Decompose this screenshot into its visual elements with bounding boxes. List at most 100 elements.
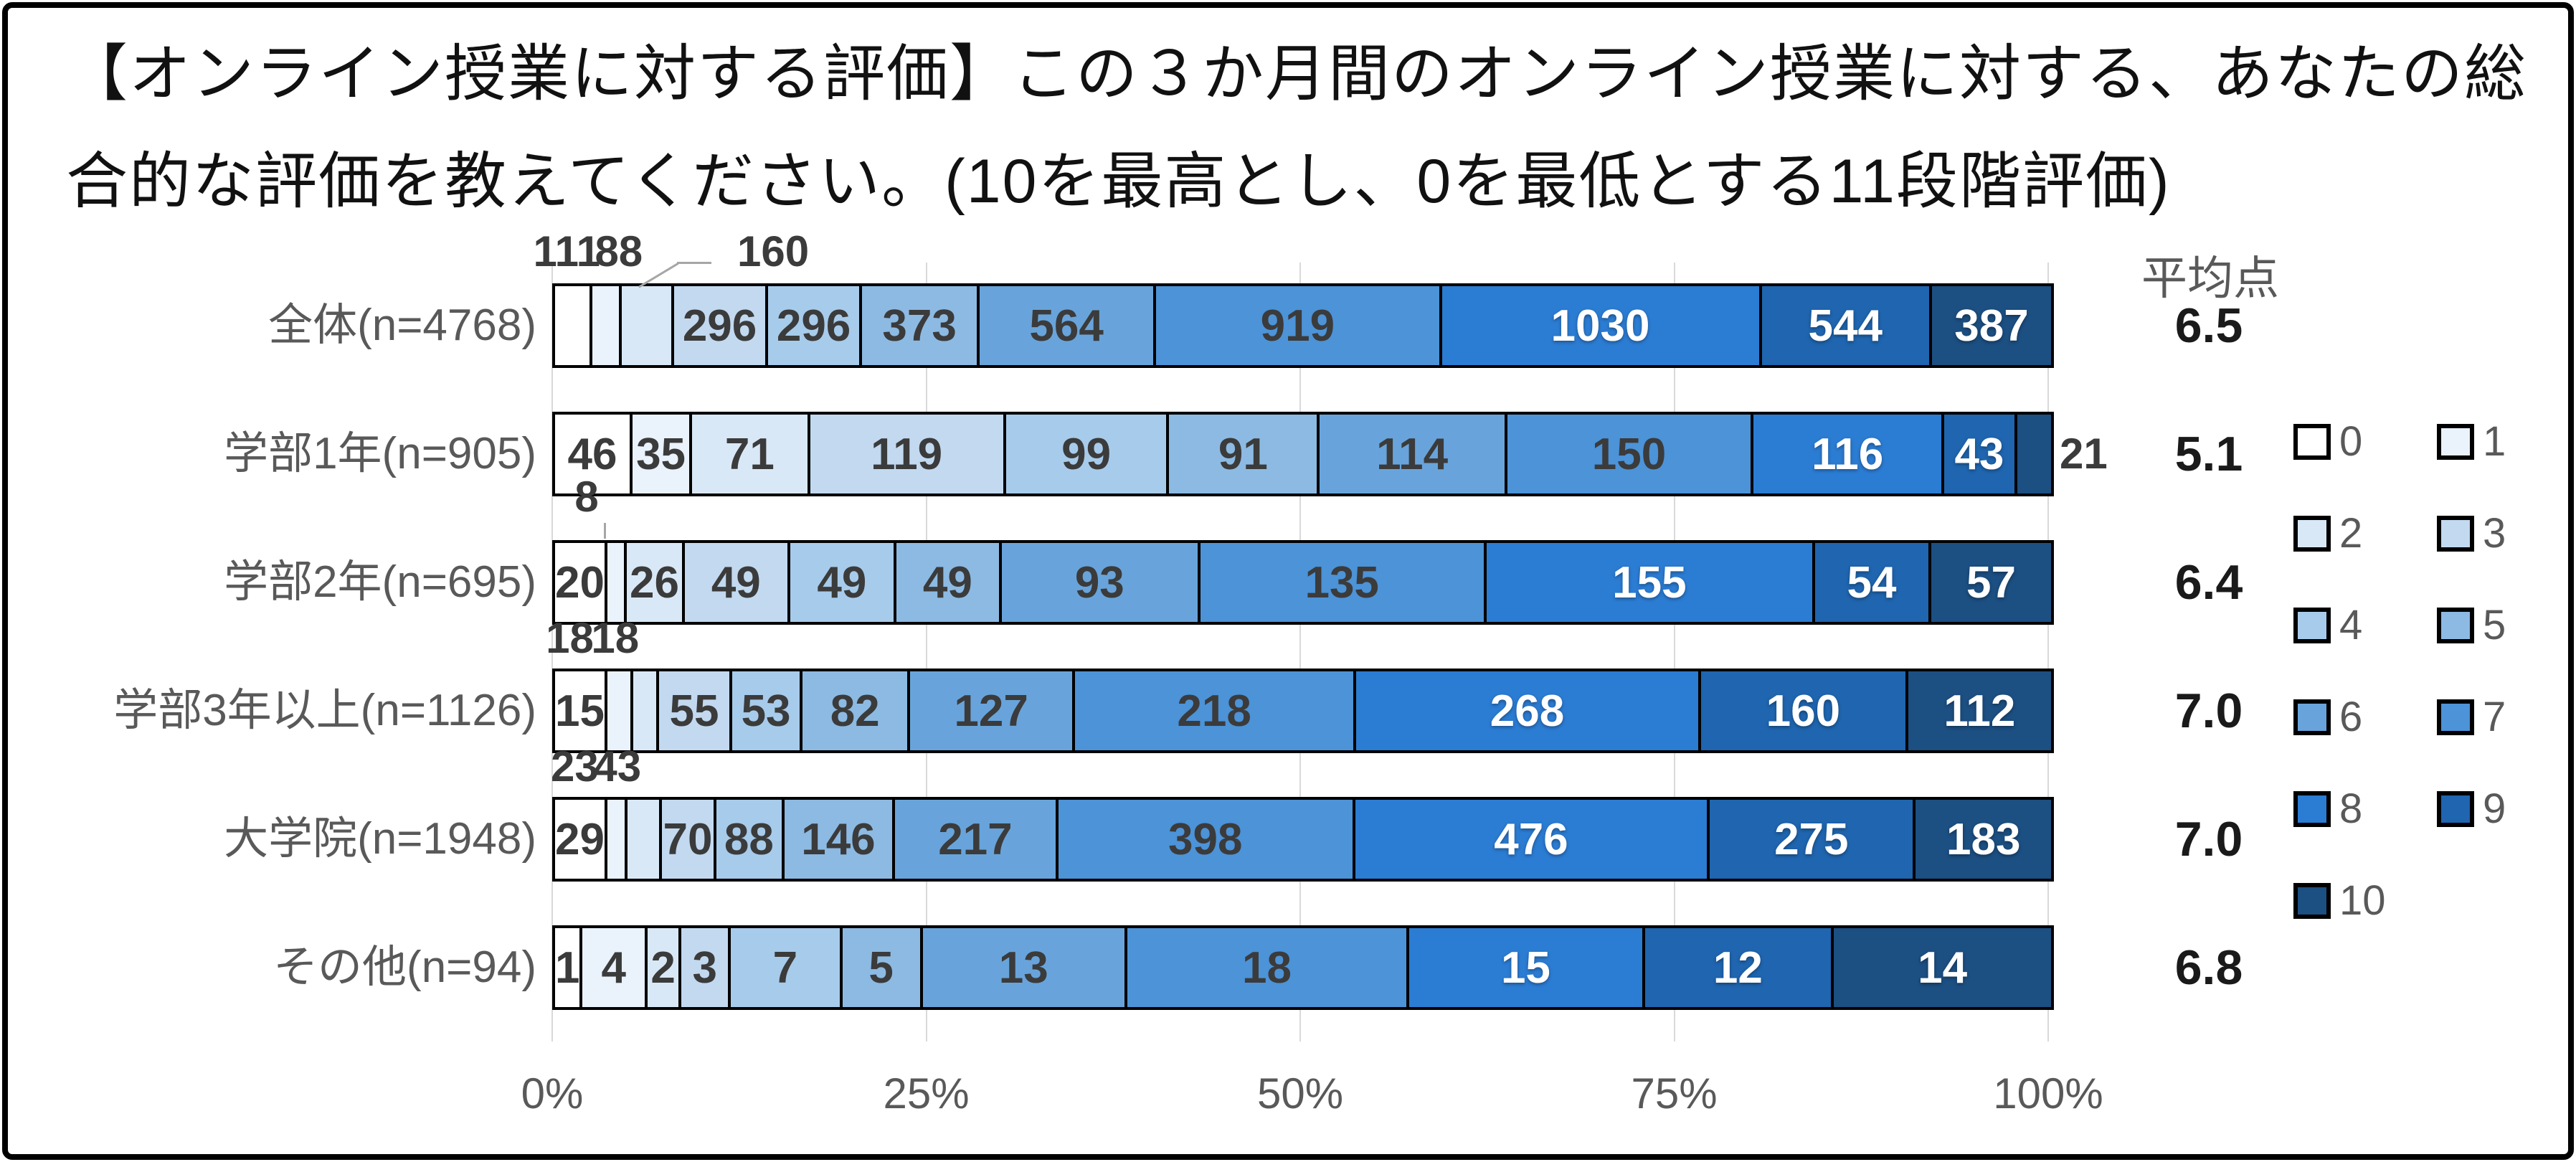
segment-label: 99 [1061,429,1112,479]
segment-label: 49 [922,557,972,608]
callout-label: 43 [593,742,642,790]
bar-row: 29 70 88 146 217 398 476 275 183 [552,797,2054,882]
bar-segment: 57 [1928,543,2051,622]
legend-item: 2 [2293,511,2437,557]
bar-segment: 135 [1197,543,1484,622]
bar-segment: 160 [1697,671,1905,750]
chart-title: 【オンライン授業に対する評価】この３か月間のオンライン授業に対する、あなたの総 … [66,20,2533,235]
segment-label: 20 [555,557,605,608]
bar-segment: 2 [645,928,679,1007]
bar-segment: 146 [781,800,893,879]
segment-label: 15 [555,686,605,736]
axis-tick-label: 50% [1256,1069,1344,1118]
segment-label: 296 [682,301,757,351]
bar-segment: 26 [624,543,682,622]
bar-segment: 88 [714,800,782,879]
bar-segment [630,671,657,750]
segment-label: 544 [1808,301,1883,351]
row-label: 学部3年以上(n=1126) [113,686,536,735]
segment-label: 91 [1218,429,1268,479]
bar-segment: 5 [839,928,920,1007]
grid-line [925,263,927,1041]
legend-swatch [2293,883,2331,919]
legend-label: 10 [2339,877,2386,924]
bar-segment: 112 [1905,671,2052,750]
bar-segment: 3 [678,928,729,1007]
segment-label: 82 [830,686,880,736]
segment-label: 15 [1500,943,1550,993]
legend-swatch [2437,608,2474,643]
bar-segment: 564 [977,286,1154,365]
segment-label: 296 [776,301,851,351]
row-label: その他(n=94) [273,943,536,992]
bar-segment: 119 [807,415,1003,493]
segment-label: 29 [555,814,605,864]
axis-tick-label: 0% [521,1069,584,1118]
average-column-header: 平均点 [2141,252,2279,304]
bar-segment [619,286,672,365]
segment-label: 88 [724,814,774,864]
legend-item: 5 [2437,603,2576,648]
grid-line [1673,263,1675,1041]
bar-segment: 71 [689,415,808,493]
segment-label: 2 [650,943,676,993]
bar-segment: 919 [1153,286,1439,365]
segment-label: 49 [711,557,761,608]
segment-label: 112 [1943,686,2016,736]
legend-swatch [2293,608,2331,643]
row-label: 全体(n=4768) [268,301,536,350]
grid-line [1299,263,1301,1041]
bar-segment: 183 [1913,800,2051,879]
segment-label: 218 [1177,686,1251,736]
bar-segment [2014,415,2051,493]
segment-label: 150 [1591,429,1667,479]
segment-label: 57 [1966,557,2016,608]
bar-segment [604,543,625,622]
segment-label: 26 [630,557,679,608]
segment-label: 18 [1242,943,1292,993]
segment-label: 46 [567,429,617,479]
bar-segment: 296 [671,286,766,365]
segment-label: 71 [724,429,775,479]
bar-segment: 387 [1928,286,2051,365]
bar-segment: 49 [787,543,894,622]
bar-segment: 82 [800,671,908,750]
bar-segment: 7 [728,928,840,1007]
segment-label: 135 [1304,557,1379,608]
segment-label: 49 [817,557,867,608]
legend-label: 6 [2339,694,2363,740]
chart-title-line1: 【オンライン授業に対する評価】この３か月間のオンライン授業に対する、あなたの総 [66,39,2527,108]
bar-segment: 49 [681,543,788,622]
legend-item: 0 [2293,419,2437,465]
bar-segment: 91 [1166,415,1317,493]
segment-label: 919 [1260,301,1335,351]
legend-item: 7 [2437,694,2576,740]
segment-label: 398 [1168,814,1243,864]
bar-segment: 398 [1055,800,1353,879]
segment-label: 183 [1946,814,2021,864]
bar-segment: 29 [555,800,605,879]
bar-segment: 155 [1483,543,1812,622]
legend-row: 10 [2293,878,2437,924]
bar-segment [604,800,625,879]
legend-item: 9 [2437,786,2576,832]
average-value: 7.0 [2174,684,2243,738]
callout-label: 18 [591,614,640,662]
bar-segment: 93 [999,543,1198,622]
segment-label: 373 [882,301,957,351]
bar-segment: 99 [1003,415,1167,493]
average-value: 6.4 [2174,555,2243,610]
callout-label: 160 [737,227,810,275]
bar-segment: 12 [1642,928,1832,1007]
average-value: 6.8 [2174,940,2243,995]
bar-segment: 127 [907,671,1073,750]
bar-segment: 15 [555,671,605,750]
segment-label: 268 [1490,686,1565,736]
segment-label: 476 [1494,814,1568,864]
segment-label: 217 [938,814,1013,864]
bar-segment: 373 [859,286,977,365]
bar-segment [555,286,589,365]
